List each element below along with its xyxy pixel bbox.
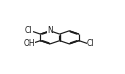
Text: OH: OH — [23, 39, 35, 48]
Text: N: N — [47, 26, 53, 35]
Text: Cl: Cl — [25, 26, 32, 35]
Text: Cl: Cl — [87, 39, 94, 48]
